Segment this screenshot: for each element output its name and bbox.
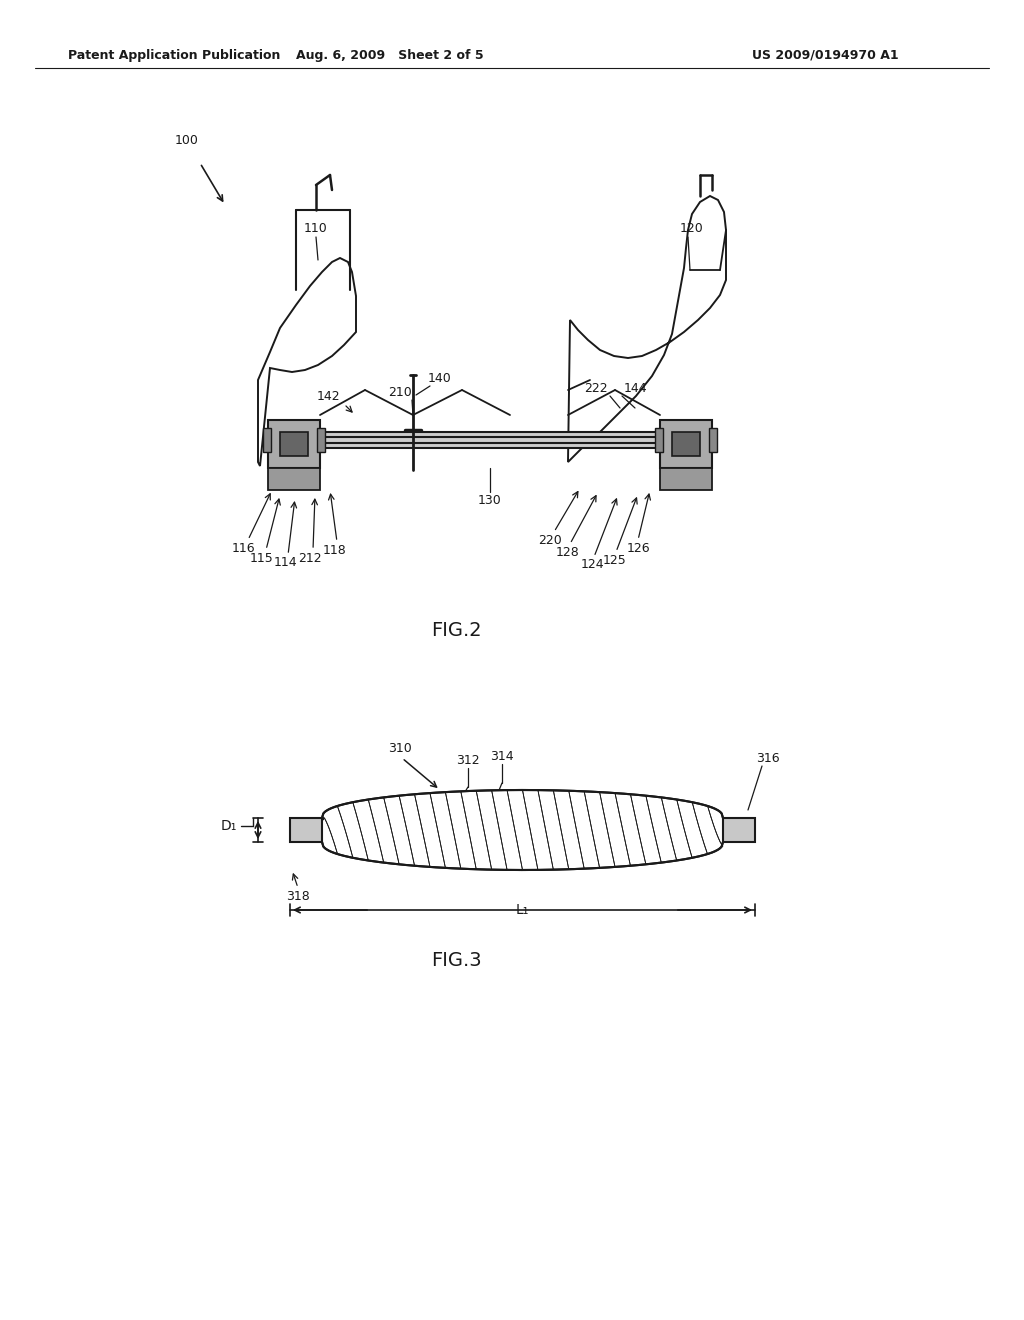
Bar bbox=[268, 469, 319, 490]
Text: 126: 126 bbox=[627, 541, 650, 554]
Text: FIG.3: FIG.3 bbox=[431, 950, 481, 969]
Text: 110: 110 bbox=[304, 222, 328, 235]
Bar bbox=[270, 432, 710, 447]
Text: 144: 144 bbox=[624, 381, 647, 395]
Text: 118: 118 bbox=[324, 544, 347, 557]
Text: FIG.2: FIG.2 bbox=[431, 620, 481, 639]
Bar bbox=[723, 818, 755, 842]
Bar bbox=[263, 428, 271, 451]
Text: 220: 220 bbox=[539, 533, 562, 546]
Text: L₁: L₁ bbox=[515, 903, 528, 917]
Text: 120: 120 bbox=[680, 222, 703, 235]
Text: 314: 314 bbox=[490, 750, 514, 763]
Bar bbox=[655, 428, 663, 451]
Text: 116: 116 bbox=[231, 541, 255, 554]
Polygon shape bbox=[322, 789, 723, 870]
Bar bbox=[709, 428, 717, 451]
Text: 312: 312 bbox=[456, 754, 480, 767]
Text: 125: 125 bbox=[603, 553, 627, 566]
Text: US 2009/0194970 A1: US 2009/0194970 A1 bbox=[752, 49, 899, 62]
Text: 100: 100 bbox=[175, 133, 199, 147]
Text: 212: 212 bbox=[298, 552, 322, 565]
Text: Aug. 6, 2009   Sheet 2 of 5: Aug. 6, 2009 Sheet 2 of 5 bbox=[296, 49, 483, 62]
Text: Patent Application Publication: Patent Application Publication bbox=[68, 49, 281, 62]
Text: 140: 140 bbox=[428, 371, 452, 384]
Text: 318: 318 bbox=[286, 890, 310, 903]
Text: 124: 124 bbox=[581, 558, 604, 572]
Bar bbox=[290, 818, 322, 842]
Text: 310: 310 bbox=[388, 742, 412, 755]
Text: 142: 142 bbox=[316, 389, 340, 403]
Text: 114: 114 bbox=[273, 557, 297, 569]
Text: 115: 115 bbox=[250, 552, 273, 565]
Text: 130: 130 bbox=[478, 494, 502, 507]
Bar bbox=[280, 432, 308, 455]
Text: D₁: D₁ bbox=[220, 818, 237, 833]
Bar bbox=[660, 420, 712, 469]
Bar bbox=[317, 428, 325, 451]
Text: 316: 316 bbox=[756, 751, 779, 764]
Bar bbox=[672, 432, 700, 455]
Bar bbox=[268, 420, 319, 469]
Text: 210: 210 bbox=[388, 385, 412, 399]
Text: 222: 222 bbox=[585, 381, 608, 395]
Text: 128: 128 bbox=[556, 545, 580, 558]
Bar bbox=[660, 469, 712, 490]
